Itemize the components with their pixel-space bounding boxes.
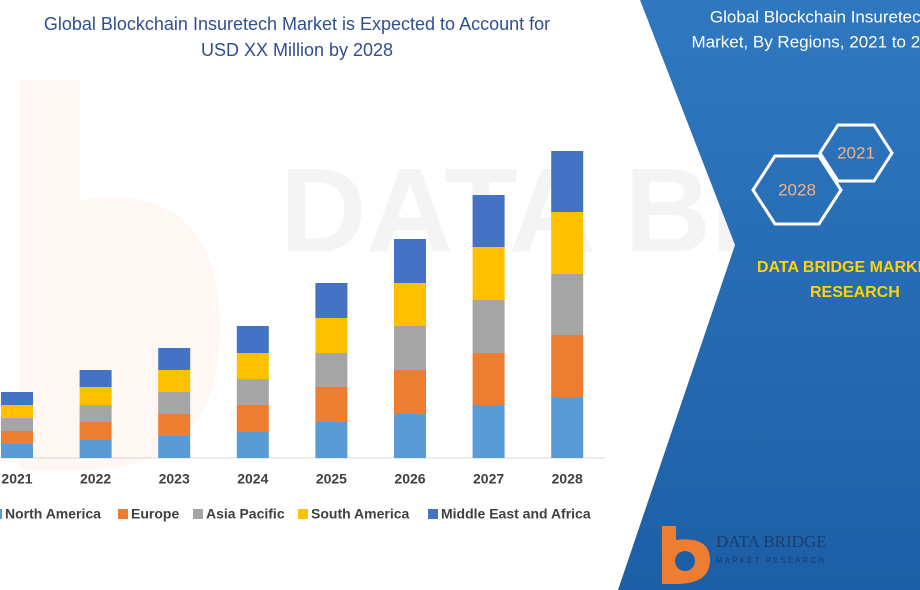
bar-segment [1, 418, 33, 431]
x-tick-label: 2028 [552, 471, 583, 487]
bar-segment [551, 274, 584, 335]
x-tick-label: 2021 [1, 471, 32, 487]
legend-swatch [428, 509, 438, 519]
hexagon-label: 2028 [778, 180, 816, 199]
bar-segment [472, 300, 505, 353]
plot: 2021 2022 2023 2024 2025 2026 2027 2028 [1, 151, 584, 487]
bar-segment [236, 379, 269, 405]
legend-label: Asia Pacific [206, 506, 285, 522]
bar-segment [472, 195, 505, 247]
bar-segment [1, 392, 33, 405]
side-panel [618, 0, 920, 590]
bar-segment [315, 318, 348, 353]
logo-tagline: MARKET RESEARCH [716, 556, 826, 565]
hexagon-label: 2021 [837, 143, 875, 162]
panel-title: Global Blockchain Insuretech [710, 7, 920, 26]
logo-name: DATA BRIDGE [716, 532, 827, 551]
bar-segment [315, 387, 348, 422]
brand-text: DATA BRIDGE MARKET [757, 259, 920, 276]
x-tick-label: 2025 [316, 471, 347, 487]
x-tick-label: 2027 [473, 471, 504, 487]
panel-title: Market, By Regions, 2021 to 2028 [691, 32, 920, 51]
bar-segment [551, 151, 584, 212]
bar-segment [551, 397, 584, 458]
bar-segment [79, 387, 112, 405]
bar-segment [79, 370, 112, 387]
legend-label: North America [5, 506, 101, 522]
chart-title: USD XX Million by 2028 [201, 40, 393, 60]
bar-segment [394, 283, 426, 326]
bar-segment [236, 326, 269, 353]
x-tick-label: 2026 [394, 471, 425, 487]
bar-segment [1, 405, 33, 418]
legend-label: South America [311, 506, 409, 522]
legend-swatch [0, 509, 2, 519]
bar-segment [394, 414, 426, 458]
bar-segment [158, 348, 191, 370]
bar-segment [236, 353, 269, 379]
bar-segment [236, 432, 269, 458]
bar-segment [158, 436, 191, 458]
bar-segment [394, 239, 426, 283]
x-tick-label: 2022 [80, 471, 111, 487]
hexagon [818, 123, 894, 183]
logo: DATA BRIDGE MARKET RESEARCH [662, 526, 827, 584]
bar-segment [315, 353, 348, 387]
bar-segment [551, 335, 584, 397]
bar-segment [551, 212, 584, 274]
legend-label: Middle East and Africa [441, 506, 591, 522]
bar-segment [158, 392, 191, 414]
bar-segment [394, 326, 426, 370]
bar-segment [315, 422, 348, 458]
legend-swatch [298, 509, 308, 519]
bar-segment [79, 440, 112, 458]
bar-segment [472, 405, 505, 458]
legend-swatch [193, 509, 203, 519]
bar-segment [158, 414, 191, 436]
chart-title: Global Blockchain Insuretech Market is E… [44, 14, 550, 34]
legend-swatch [118, 509, 128, 519]
hexagon [751, 154, 843, 226]
legend: North America Europe Asia Pacific South Ame… [0, 506, 591, 522]
x-tick-label: 2024 [237, 471, 268, 487]
bar-segment [236, 405, 269, 432]
bar-segment [79, 405, 112, 422]
bar-segment [472, 247, 505, 300]
bar-segment [315, 283, 348, 318]
bar-segment [472, 353, 505, 405]
bar-segment [1, 444, 33, 458]
bar-segment [158, 370, 191, 392]
x-tick-label: 2023 [159, 471, 190, 487]
bar-segment [79, 422, 112, 440]
legend-label: Europe [131, 506, 179, 522]
brand-text: RESEARCH [810, 284, 900, 301]
bar-segment [1, 431, 33, 444]
bar-segment [394, 370, 426, 414]
